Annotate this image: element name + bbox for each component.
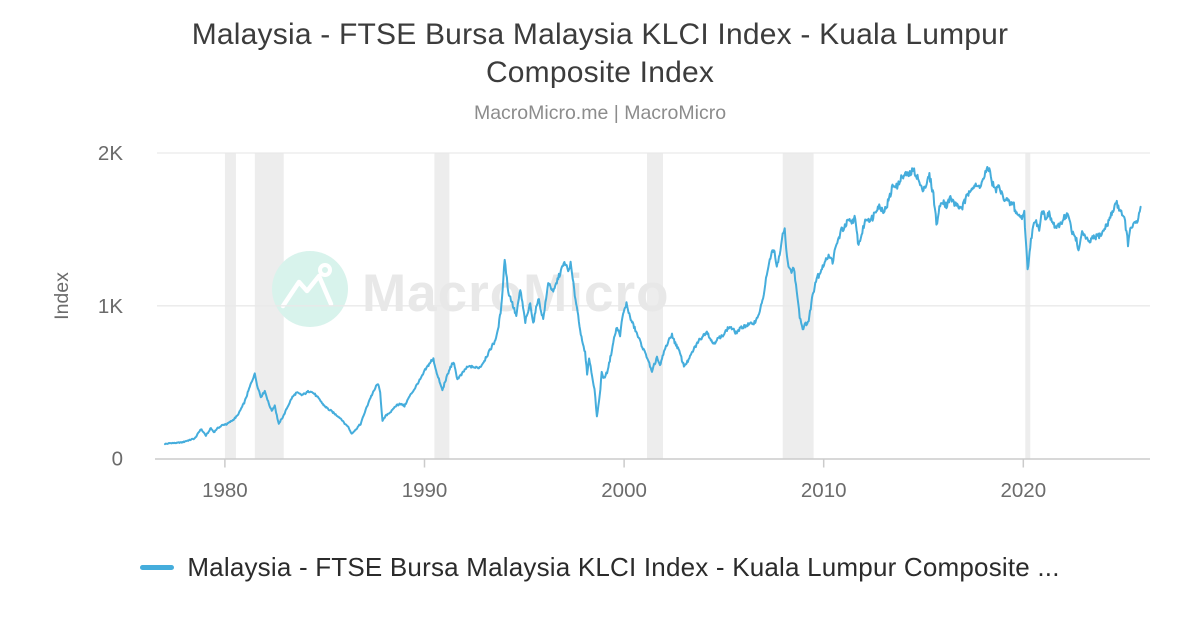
- x-tick-label: 1990: [402, 479, 448, 502]
- x-tick-label: 2020: [1000, 479, 1046, 502]
- y-axis-title: Index: [51, 272, 73, 320]
- macromicro-mountain-icon: [280, 273, 334, 309]
- legend-line-swatch: [140, 565, 175, 570]
- x-tick-label: 2000: [601, 479, 647, 502]
- x-tick-label: 2010: [801, 479, 847, 502]
- legend-label: Malaysia - FTSE Bursa Malaysia KLCI Inde…: [187, 552, 1060, 582]
- chart-subtitle: MacroMicro.me | MacroMicro: [473, 102, 727, 124]
- y-tick-label: 1K: [98, 295, 123, 318]
- legend: Malaysia - FTSE Bursa Malaysia KLCI Inde…: [0, 552, 1200, 583]
- x-tick-label: 1980: [202, 479, 248, 502]
- chart-title: Malaysia - FTSE Bursa Malaysia KLCI Inde…: [191, 18, 1009, 89]
- series-line: [164, 166, 1142, 446]
- macromicro-flag-dot-icon: [318, 263, 332, 277]
- y-tick-label: 0: [112, 448, 123, 471]
- y-tick-label: 2K: [98, 142, 123, 165]
